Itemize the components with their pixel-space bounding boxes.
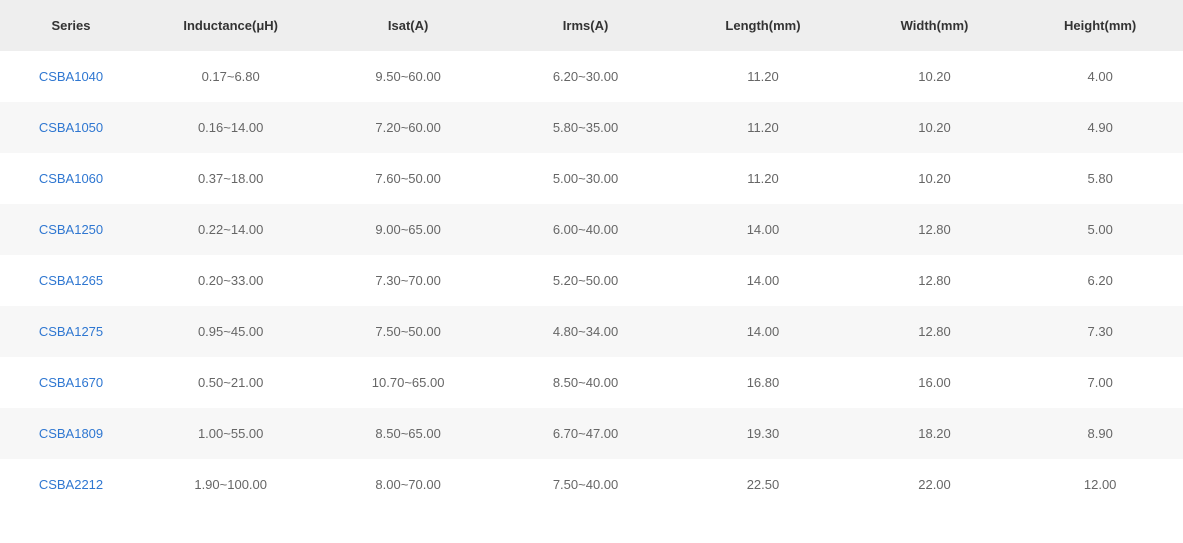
table-row: CSBA1265 0.20~33.007.30~70.005.20~50.0014… — [0, 255, 1183, 306]
cell-inductance: 0.95~45.00 — [142, 306, 319, 357]
table-row: CSBA1050 0.16~14.007.20~60.005.80~35.0011… — [0, 102, 1183, 153]
series-link[interactable]: CSBA1040 — [39, 69, 103, 84]
cell-height: 6.20 — [1017, 255, 1183, 306]
cell-series: CSBA1275 — [0, 306, 142, 357]
cell-series: CSBA2212 — [0, 459, 142, 510]
table-row: CSBA22121.90~100.008.00~70.007.50~40.002… — [0, 459, 1183, 510]
cell-isat: 9.00~65.00 — [319, 204, 496, 255]
cell-series: CSBA1050 — [0, 102, 142, 153]
cell-height: 7.00 — [1017, 357, 1183, 408]
spec-table: Series Inductance(μH) Isat(A) Irms(A) Le… — [0, 0, 1183, 510]
cell-inductance: 0.16~14.00 — [142, 102, 319, 153]
table-row: CSBA1060 0.37~18.007.60~50.005.00~30.0011… — [0, 153, 1183, 204]
cell-height: 4.00 — [1017, 51, 1183, 102]
cell-height: 12.00 — [1017, 459, 1183, 510]
table-row: CSBA1040 0.17~6.809.50~60.006.20~30.0011.… — [0, 51, 1183, 102]
cell-inductance: 0.50~21.00 — [142, 357, 319, 408]
cell-irms: 5.20~50.00 — [497, 255, 674, 306]
cell-inductance: 0.37~18.00 — [142, 153, 319, 204]
series-link[interactable]: CSBA2212 — [39, 477, 103, 492]
series-link[interactable]: CSBA1060 — [39, 171, 103, 186]
cell-irms: 5.00~30.00 — [497, 153, 674, 204]
table-body: CSBA1040 0.17~6.809.50~60.006.20~30.0011.… — [0, 51, 1183, 510]
cell-height: 8.90 — [1017, 408, 1183, 459]
cell-width: 22.00 — [852, 459, 1018, 510]
series-link[interactable]: CSBA1670 — [39, 375, 103, 390]
table-row: CSBA1275 0.95~45.007.50~50.004.80~34.0014… — [0, 306, 1183, 357]
cell-width: 18.20 — [852, 408, 1018, 459]
cell-width: 10.20 — [852, 51, 1018, 102]
series-link[interactable]: CSBA1275 — [39, 324, 103, 339]
cell-length: 14.00 — [674, 255, 851, 306]
cell-series: CSBA1040 — [0, 51, 142, 102]
cell-length: 19.30 — [674, 408, 851, 459]
cell-width: 12.80 — [852, 204, 1018, 255]
inductor-spec-table: Series Inductance(μH) Isat(A) Irms(A) Le… — [0, 0, 1183, 510]
cell-irms: 7.50~40.00 — [497, 459, 674, 510]
series-link[interactable]: CSBA1265 — [39, 273, 103, 288]
cell-inductance: 0.17~6.80 — [142, 51, 319, 102]
cell-height: 5.80 — [1017, 153, 1183, 204]
table-row: CSBA16700.50~21.0010.70~65.008.50~40.001… — [0, 357, 1183, 408]
series-link[interactable]: CSBA1050 — [39, 120, 103, 135]
cell-irms: 5.80~35.00 — [497, 102, 674, 153]
cell-width: 12.80 — [852, 255, 1018, 306]
table-header-row: Series Inductance(μH) Isat(A) Irms(A) Le… — [0, 0, 1183, 51]
cell-isat: 10.70~65.00 — [319, 357, 496, 408]
cell-length: 16.80 — [674, 357, 851, 408]
cell-inductance: 0.20~33.00 — [142, 255, 319, 306]
table-row: CSBA1809 1.00~55.008.50~65.006.70~47.0019… — [0, 408, 1183, 459]
col-header-isat: Isat(A) — [319, 0, 496, 51]
cell-length: 11.20 — [674, 51, 851, 102]
cell-length: 22.50 — [674, 459, 851, 510]
cell-series: CSBA1265 — [0, 255, 142, 306]
cell-isat: 7.20~60.00 — [319, 102, 496, 153]
cell-isat: 7.60~50.00 — [319, 153, 496, 204]
cell-width: 12.80 — [852, 306, 1018, 357]
col-header-series: Series — [0, 0, 142, 51]
cell-width: 10.20 — [852, 102, 1018, 153]
table-row: CSBA1250 0.22~14.009.00~65.006.00~40.0014… — [0, 204, 1183, 255]
col-header-width: Width(mm) — [852, 0, 1018, 51]
cell-irms: 8.50~40.00 — [497, 357, 674, 408]
cell-length: 11.20 — [674, 102, 851, 153]
cell-length: 11.20 — [674, 153, 851, 204]
cell-length: 14.00 — [674, 306, 851, 357]
cell-series: CSBA1809 — [0, 408, 142, 459]
col-header-irms: Irms(A) — [497, 0, 674, 51]
cell-isat: 7.50~50.00 — [319, 306, 496, 357]
col-header-inductance: Inductance(μH) — [142, 0, 319, 51]
cell-series: CSBA1670 — [0, 357, 142, 408]
series-link[interactable]: CSBA1809 — [39, 426, 103, 441]
series-link[interactable]: CSBA1250 — [39, 222, 103, 237]
cell-isat: 8.00~70.00 — [319, 459, 496, 510]
cell-irms: 6.20~30.00 — [497, 51, 674, 102]
cell-irms: 4.80~34.00 — [497, 306, 674, 357]
cell-length: 14.00 — [674, 204, 851, 255]
cell-irms: 6.00~40.00 — [497, 204, 674, 255]
cell-series: CSBA1250 — [0, 204, 142, 255]
cell-inductance: 1.00~55.00 — [142, 408, 319, 459]
cell-width: 10.20 — [852, 153, 1018, 204]
cell-series: CSBA1060 — [0, 153, 142, 204]
col-header-length: Length(mm) — [674, 0, 851, 51]
cell-inductance: 0.22~14.00 — [142, 204, 319, 255]
cell-width: 16.00 — [852, 357, 1018, 408]
cell-isat: 9.50~60.00 — [319, 51, 496, 102]
cell-height: 7.30 — [1017, 306, 1183, 357]
col-header-height: Height(mm) — [1017, 0, 1183, 51]
cell-inductance: 1.90~100.00 — [142, 459, 319, 510]
cell-height: 4.90 — [1017, 102, 1183, 153]
cell-isat: 8.50~65.00 — [319, 408, 496, 459]
cell-isat: 7.30~70.00 — [319, 255, 496, 306]
cell-height: 5.00 — [1017, 204, 1183, 255]
cell-irms: 6.70~47.00 — [497, 408, 674, 459]
